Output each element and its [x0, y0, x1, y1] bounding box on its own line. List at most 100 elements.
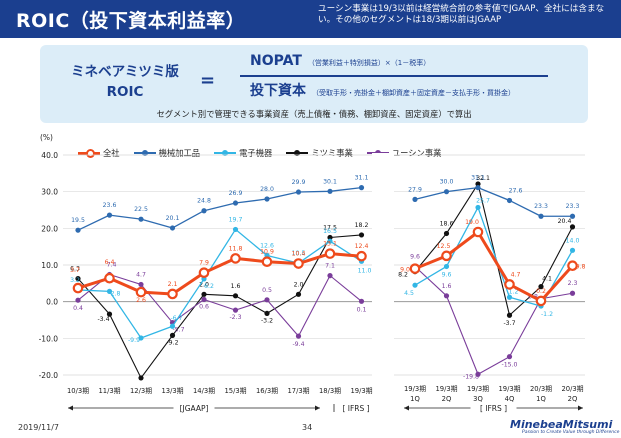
data-point-u_shin: [201, 296, 207, 303]
data-point-total: [198, 267, 210, 278]
data-point-total: [409, 263, 421, 274]
data-point-machinery: [358, 185, 365, 191]
series-line-total-ifrs: [414, 230, 574, 303]
company-logo: MinebeaMitsumi: [510, 418, 613, 431]
series-line-mitsumi-ifrs: [414, 183, 573, 316]
x-tick-label-quarter: 2Q: [568, 395, 578, 403]
data-point-mitsumi: [327, 234, 333, 241]
data-point-u_shin: [327, 273, 333, 279]
legend-swatch: [214, 149, 237, 157]
legend-item-mitsumi: ミツミ事業: [286, 147, 353, 159]
data-point-total: [167, 288, 178, 300]
data-label-mitsumi: 2.0: [294, 281, 304, 288]
data-point-mitsumi: [358, 232, 365, 238]
data-label-mitsumi: -3.2: [261, 317, 273, 324]
data-label-machinery: 19.5: [71, 217, 85, 224]
formula-denominator-label: 投下資本: [250, 83, 306, 99]
data-point-electronics: [138, 335, 144, 341]
data-label-mitsumi: 32.1: [476, 175, 490, 182]
data-label-total: 9.8: [576, 264, 586, 271]
data-label-electronics: 19.7: [229, 216, 243, 223]
data-label-electronics: 25.7: [476, 197, 490, 204]
jgaap-bracket-label-bg: [173, 403, 215, 413]
data-point-u_shin: [264, 297, 270, 303]
data-label-u_shin: 0.5: [262, 287, 272, 294]
data-point-u_shin: [569, 290, 576, 296]
data-label-electronics: 11.0: [358, 267, 372, 274]
data-label-electronics: 6.2: [204, 283, 214, 290]
data-label-electronics: 16.5: [323, 228, 337, 235]
legend-label: ユーシン事業: [391, 148, 442, 158]
data-label-total: 2.6: [136, 297, 146, 304]
data-label-total: 6.4: [105, 259, 115, 266]
header-bar: ROIC（投下資本利益率） ユーシン事業は19/3以前は経営統合前の参考値でJG…: [0, 0, 621, 38]
data-point-electronics: [506, 294, 513, 300]
data-point-machinery: [264, 196, 270, 202]
data-point-electronics: [327, 238, 333, 244]
data-label-electronics: 4.5: [404, 290, 414, 297]
data-label-u_shin: 0.1: [357, 306, 367, 313]
data-label-machinery: 31.1: [355, 175, 369, 182]
series-line-machinery-ifrs: [414, 186, 573, 217]
data-label-total: 19.0: [465, 219, 479, 226]
data-point-total: [104, 272, 115, 284]
x-tick-label: 12/3期: [130, 387, 152, 395]
data-label-total: 7.9: [199, 260, 209, 267]
data-point-machinery: [201, 208, 207, 214]
data-label-electronics: 10.5: [292, 250, 306, 257]
data-label-electronics: 2.8: [111, 290, 121, 297]
data-label-electronics: 9.6: [442, 271, 452, 278]
data-point-total: [261, 256, 273, 267]
x-tick-label-quarter: 1Q: [410, 395, 420, 403]
data-label-mitsumi: 6.3: [70, 266, 80, 273]
data-label-total: 12.5: [437, 243, 451, 250]
data-label-total: 0.2: [536, 288, 546, 295]
page-title: ROIC（投下資本利益率）: [16, 10, 246, 32]
y-tick-label: 0.0: [46, 298, 58, 307]
x-tick-label: 14/3期: [193, 387, 215, 395]
formula-equals: =: [200, 70, 216, 91]
data-label-machinery: 24.8: [197, 198, 211, 205]
data-label-total: 10.4: [292, 251, 306, 258]
data-label-electronics: 12.6: [260, 242, 274, 249]
data-point-electronics: [412, 282, 418, 288]
data-point-mitsumi: [264, 310, 270, 316]
x-tick-label-quarter: 2Q: [442, 395, 452, 403]
legend-label: 電子機器: [239, 148, 273, 158]
formula-left-line1: ミネベアミツミ版: [71, 64, 179, 80]
header-note: ユーシン事業は19/3以前は経営統合前の参考値でJGAAP、全社には含まない。そ…: [318, 4, 605, 25]
formula-fraction-line: [240, 75, 548, 77]
data-point-mitsumi: [295, 291, 302, 297]
data-label-machinery: 29.9: [292, 179, 306, 186]
footer-date: 2019/11/7: [18, 423, 60, 432]
data-label-machinery: 27.6: [509, 187, 523, 194]
data-point-total: [535, 295, 547, 307]
legend-swatch: [78, 149, 100, 158]
legend-item-electronics: 電子機器: [214, 147, 272, 159]
data-label-mitsumi: -9.2: [166, 339, 178, 346]
legend-item-total: 全社: [78, 147, 120, 159]
data-label-machinery: 30.1: [323, 178, 337, 185]
data-point-mitsumi: [443, 230, 450, 237]
x-tick-label: 19/3期: [498, 385, 520, 393]
ifrs-bracket-label: [ IFRS ]: [480, 404, 507, 413]
legend-swatch: [133, 149, 156, 157]
y-tick-label: 10.0: [41, 261, 58, 270]
data-label-total: 4.7: [511, 271, 521, 278]
data-label-electronics: -6.7: [170, 315, 182, 322]
data-point-machinery: [538, 213, 544, 219]
data-label-u_shin: 0.6: [199, 303, 209, 310]
data-point-electronics: [232, 226, 239, 233]
panel-gap: [372, 153, 394, 379]
data-point-mitsumi: [75, 275, 81, 282]
data-label-machinery: 26.9: [229, 190, 243, 197]
data-point-total: [72, 282, 84, 294]
x-tick-label: 19/3期: [404, 385, 426, 393]
formula-denominator-detail: （受取手形・売掛金＋棚卸資産＋固定資産－支払手形・買掛金）: [312, 89, 515, 97]
data-label-machinery: 23.3: [534, 203, 548, 210]
data-point-mitsumi: [475, 181, 481, 187]
y-tick-label: -10.0: [39, 334, 59, 343]
data-label-u_shin: 9.6: [410, 253, 420, 260]
x-tick-label: 13/3期: [161, 387, 183, 395]
data-label-total: 11.8: [229, 245, 243, 252]
